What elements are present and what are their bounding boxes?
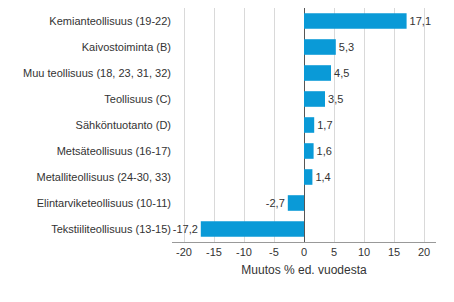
svg-text:Kemianteollisuus (19-22): Kemianteollisuus (19-22) [49, 15, 171, 27]
svg-text:Elintarviketeollisuus (10-11): Elintarviketeollisuus (10-11) [37, 197, 171, 209]
svg-text:3,5: 3,5 [328, 93, 343, 105]
svg-text:-20: -20 [176, 246, 192, 258]
svg-text:Muu teollisuus (18, 23, 31, 32: Muu teollisuus (18, 23, 31, 32) [23, 67, 171, 79]
svg-text:1,7: 1,7 [317, 119, 332, 131]
svg-text:1,6: 1,6 [317, 145, 332, 157]
svg-text:-15: -15 [206, 246, 222, 258]
svg-text:20: 20 [418, 246, 430, 258]
svg-text:Tekstiiliteollisuus (13-15): Tekstiiliteollisuus (13-15) [51, 223, 171, 235]
svg-text:Kaivostoiminta (B): Kaivostoiminta (B) [82, 41, 171, 53]
svg-text:10: 10 [358, 246, 370, 258]
svg-text:-17,2: -17,2 [173, 223, 198, 235]
svg-text:5: 5 [331, 246, 337, 258]
svg-text:Metsäteollisuus (16-17): Metsäteollisuus (16-17) [57, 145, 171, 157]
svg-text:0: 0 [301, 246, 307, 258]
svg-text:Teollisuus (C): Teollisuus (C) [104, 93, 171, 105]
svg-text:17,1: 17,1 [410, 15, 431, 27]
svg-text:-2,7: -2,7 [266, 197, 285, 209]
svg-text:1,4: 1,4 [315, 171, 330, 183]
svg-text:4,5: 4,5 [334, 67, 349, 79]
svg-text:Metalliteollisuus (24-30, 33): Metalliteollisuus (24-30, 33) [36, 171, 171, 183]
svg-text:5,3: 5,3 [339, 41, 354, 53]
svg-text:Sähköntuotanto (D): Sähköntuotanto (D) [76, 119, 171, 131]
svg-text:-5: -5 [269, 246, 279, 258]
svg-text:15: 15 [388, 246, 400, 258]
svg-text:Muutos % ed. vuodesta: Muutos % ed. vuodesta [241, 263, 367, 277]
svg-text:-10: -10 [236, 246, 252, 258]
